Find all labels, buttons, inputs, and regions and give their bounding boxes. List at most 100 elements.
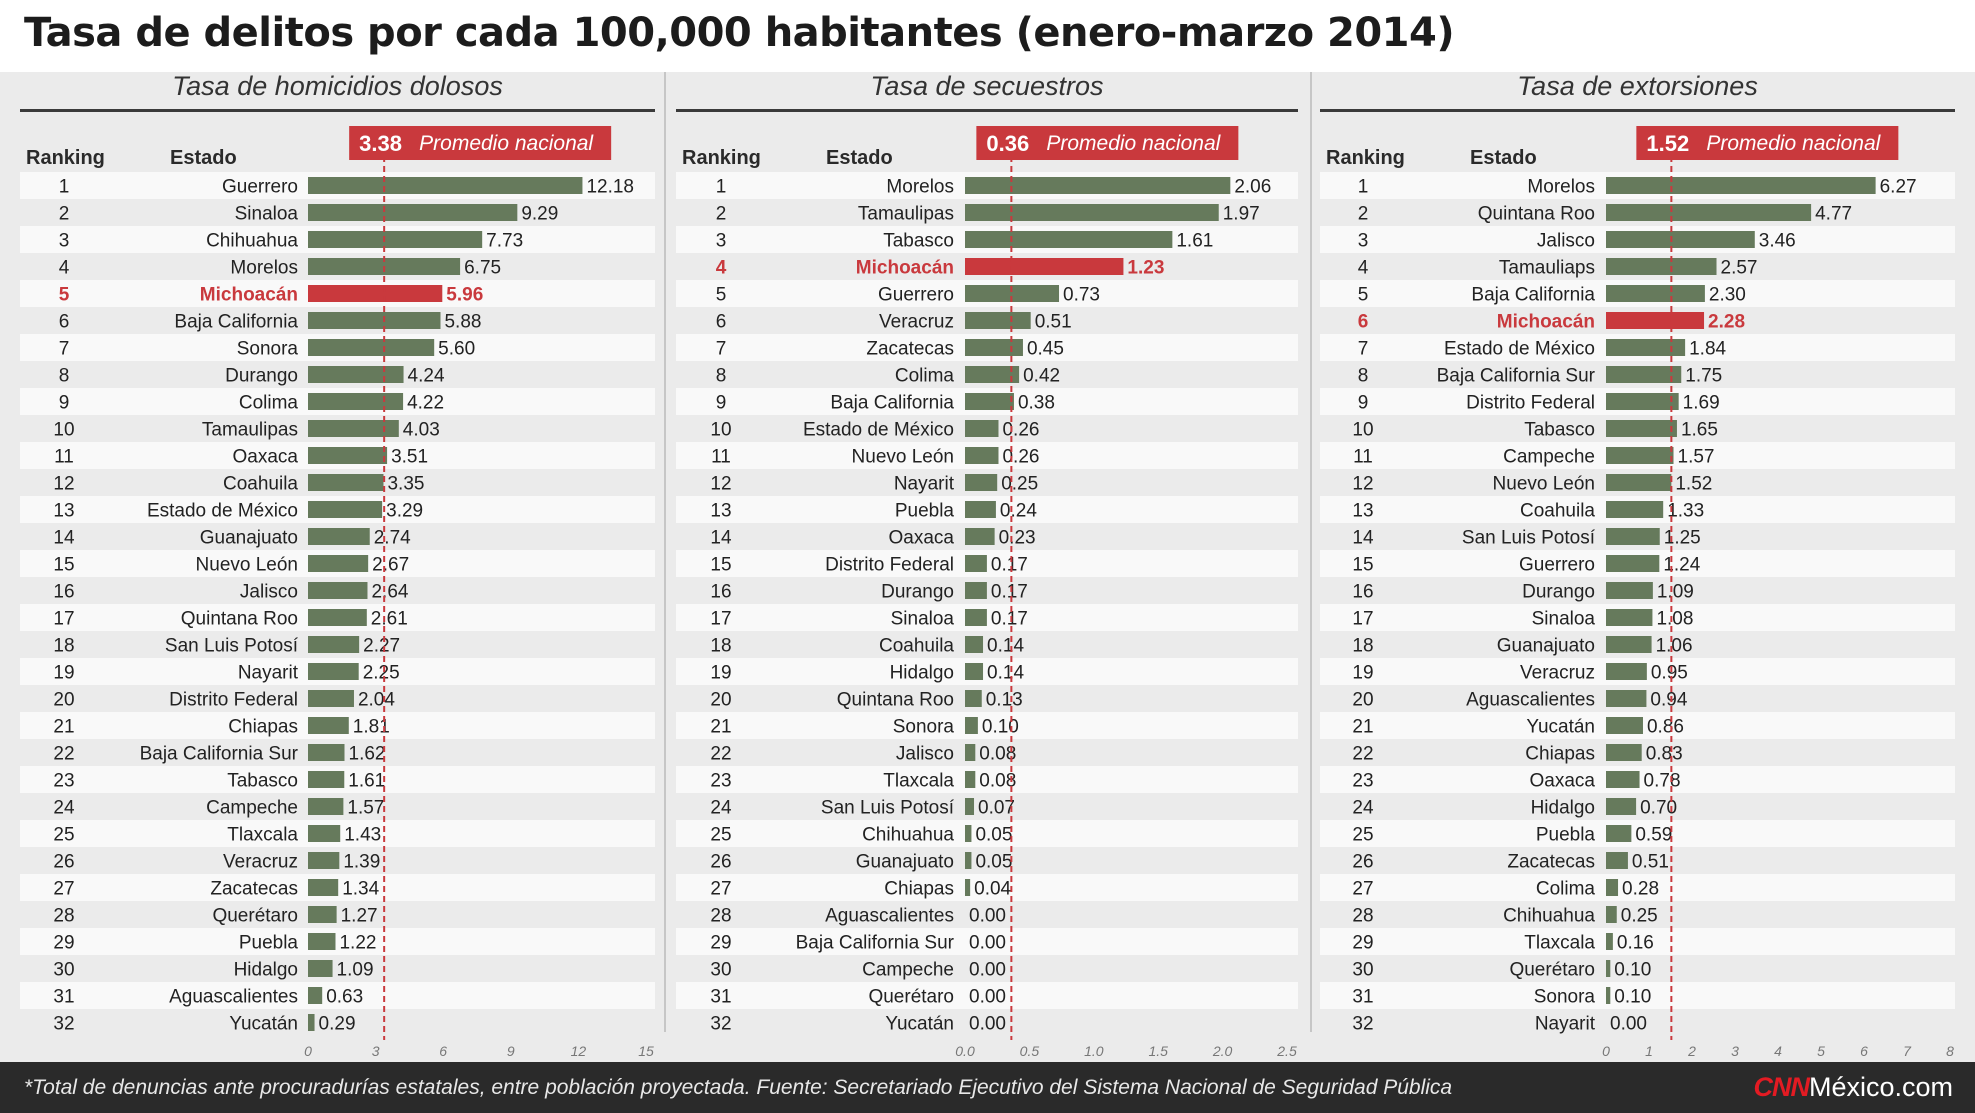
rank-label: 20 — [53, 690, 74, 711]
bar — [1606, 177, 1876, 194]
rank-label: 7 — [59, 339, 70, 360]
rank-label: 1 — [59, 177, 70, 198]
rank-label: 8 — [59, 366, 70, 387]
state-label: Aguascalientes — [1466, 690, 1595, 711]
bar-value-label: 0.10 — [1614, 960, 1651, 981]
rank-label: 1 — [716, 177, 727, 198]
rank-label: 28 — [1352, 906, 1373, 927]
rank-label: 6 — [59, 312, 70, 333]
bar-value-label: 0.17 — [991, 609, 1028, 630]
bar — [308, 420, 399, 437]
bar — [965, 231, 1173, 248]
rank-label: 21 — [1352, 717, 1373, 738]
bar — [308, 177, 583, 194]
x-tick-label: 0 — [304, 1043, 312, 1059]
bar-value-label: 2.27 — [363, 636, 400, 657]
bar — [1606, 798, 1637, 815]
x-tick-label: 6 — [1860, 1043, 1868, 1059]
row-band — [676, 874, 1298, 901]
bar-value-label: 1.57 — [1678, 447, 1715, 468]
rank-label: 11 — [711, 447, 731, 468]
state-label: Zacatecas — [210, 879, 298, 900]
rank-label: 23 — [710, 771, 731, 792]
rank-label: 9 — [59, 393, 70, 414]
bar — [965, 528, 995, 545]
bar-value-label: 2.74 — [374, 528, 411, 549]
chart-2-title-rule — [676, 109, 1298, 112]
bar-value-label: 1.34 — [342, 879, 379, 900]
rank-label: 2 — [716, 204, 727, 225]
state-label: Morelos — [1527, 177, 1595, 198]
state-label: Veracruz — [879, 312, 954, 333]
state-label: Chihuahua — [206, 231, 298, 252]
average-caption: Promedio nacional — [1706, 132, 1881, 155]
chart-divider — [1310, 72, 1312, 1032]
bar — [965, 879, 971, 896]
average-badge — [349, 126, 612, 160]
state-label: Durango — [225, 366, 298, 387]
state-label: Distrito Federal — [825, 555, 954, 576]
bar-value-label: 2.25 — [363, 663, 400, 684]
row-band — [676, 820, 1298, 847]
state-label: Guerrero — [878, 285, 954, 306]
state-label: Baja California Sur — [796, 933, 955, 954]
chart-3-title-rule — [1320, 109, 1955, 112]
x-tick-label: 15 — [638, 1043, 654, 1059]
bar — [1606, 555, 1660, 572]
rank-label: 3 — [716, 231, 727, 252]
state-label: Quintana Roo — [181, 609, 298, 630]
bar-value-label: 3.51 — [391, 447, 428, 468]
rank-label: 17 — [53, 609, 74, 630]
bar-value-label: 9.29 — [521, 204, 558, 225]
bar-value-label: 0.17 — [991, 582, 1028, 603]
state-label: Guanajuato — [856, 852, 954, 873]
x-tick-label: 0.0 — [955, 1043, 975, 1059]
rank-label: 31 — [53, 987, 74, 1008]
bar — [965, 609, 987, 626]
rank-label: 17 — [710, 609, 731, 630]
bar — [308, 339, 435, 356]
bar-value-label: 2.06 — [1234, 177, 1271, 198]
rank-label: 23 — [53, 771, 74, 792]
bar-value-label: 1.09 — [337, 960, 374, 981]
rank-label: 21 — [710, 717, 731, 738]
bar-value-label: 1.52 — [1675, 474, 1712, 495]
bar-value-label: 0.00 — [1610, 1014, 1647, 1035]
state-label: Guanajuato — [1497, 636, 1595, 657]
x-tick-label: 9 — [507, 1043, 515, 1059]
state-label: Aguascalientes — [169, 987, 298, 1008]
state-label: Tabasco — [883, 231, 954, 252]
rank-label: 27 — [710, 879, 731, 900]
bar — [308, 582, 368, 599]
bar-value-label: 0.42 — [1023, 366, 1060, 387]
crime-rate-charts: Tasa de homicidios dolosos Ranking Estado 1… — [20, 72, 1955, 1059]
bar-value-label: 1.97 — [1223, 204, 1260, 225]
bar-value-label: 0.08 — [979, 771, 1016, 792]
bar — [308, 798, 344, 815]
bar-value-label: 0.63 — [326, 987, 363, 1008]
bar-value-label: 0.73 — [1063, 285, 1100, 306]
bar-value-label: 1.25 — [1664, 528, 1701, 549]
row-band — [676, 550, 1298, 577]
rank-label: 26 — [53, 852, 74, 873]
bar — [965, 285, 1060, 302]
brand-domain: México.com — [1808, 1072, 1953, 1102]
state-label: San Luis Potosí — [1462, 528, 1596, 549]
state-label: Campeche — [862, 960, 954, 981]
rank-label: 13 — [1352, 501, 1373, 522]
rank-label: 17 — [1352, 609, 1373, 630]
bar — [308, 960, 333, 977]
bar-value-label: 1.43 — [344, 825, 381, 846]
bar-value-label: 1.62 — [349, 744, 386, 765]
bar — [1606, 582, 1653, 599]
bar-value-label: 0.05 — [975, 825, 1012, 846]
bar — [308, 528, 370, 545]
rank-label: 1 — [1358, 177, 1369, 198]
bar-value-label: 0.00 — [969, 933, 1006, 954]
bar — [308, 204, 518, 221]
rank-label: 18 — [53, 636, 74, 657]
state-label: Chiapas — [1525, 744, 1595, 765]
bar-value-label: 0.86 — [1647, 717, 1684, 738]
bar — [308, 447, 388, 464]
rank-label: 10 — [1352, 420, 1373, 441]
